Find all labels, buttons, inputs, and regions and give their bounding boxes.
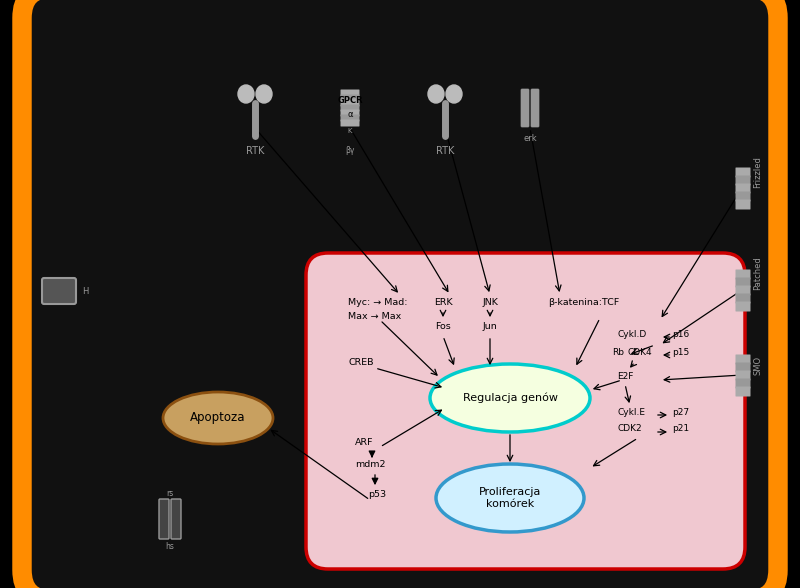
FancyBboxPatch shape [22,0,778,588]
Text: p15: p15 [672,348,690,357]
FancyBboxPatch shape [306,253,745,569]
Text: RTK: RTK [246,146,264,156]
FancyBboxPatch shape [735,199,750,209]
FancyBboxPatch shape [159,499,169,539]
Text: p21: p21 [672,424,689,433]
Text: rs: rs [166,489,174,498]
Text: Apoptoza: Apoptoza [190,412,246,425]
FancyBboxPatch shape [735,183,750,193]
Text: H: H [82,286,88,296]
Text: Regulacja genów: Regulacja genów [462,393,558,403]
FancyBboxPatch shape [42,278,76,304]
FancyBboxPatch shape [735,192,750,202]
FancyBboxPatch shape [341,109,359,116]
Text: Cykl.D: Cykl.D [617,330,646,339]
FancyBboxPatch shape [735,168,750,178]
Text: β-katenina:TCF: β-katenina:TCF [548,298,619,307]
Ellipse shape [430,364,590,432]
Text: CDK4: CDK4 [628,348,653,357]
Text: CREB: CREB [348,358,374,367]
Text: Proliferacja
komórek: Proliferacja komórek [479,487,541,509]
Text: Frizzled: Frizzled [754,156,762,188]
Text: erk: erk [523,134,537,143]
Ellipse shape [163,392,273,444]
Ellipse shape [446,85,462,103]
FancyBboxPatch shape [735,269,750,279]
FancyBboxPatch shape [341,105,359,112]
Text: RTK: RTK [436,146,454,156]
Text: Patched: Patched [754,256,762,290]
Text: Rb: Rb [612,348,624,357]
FancyBboxPatch shape [341,89,359,96]
FancyBboxPatch shape [735,386,750,396]
FancyBboxPatch shape [735,286,750,296]
Text: Fos: Fos [435,322,451,331]
FancyBboxPatch shape [735,302,750,312]
FancyBboxPatch shape [341,115,359,122]
FancyBboxPatch shape [735,355,750,365]
Text: Jun: Jun [482,322,498,331]
Text: p27: p27 [672,408,689,417]
Text: p53: p53 [368,490,386,499]
FancyBboxPatch shape [531,89,539,127]
Text: mdm2: mdm2 [355,460,386,469]
Text: Max → Max: Max → Max [348,312,402,321]
FancyBboxPatch shape [735,370,750,380]
Text: α: α [347,109,353,119]
Text: βγ: βγ [346,146,354,155]
Ellipse shape [428,85,444,103]
FancyBboxPatch shape [735,362,750,373]
Ellipse shape [256,85,272,103]
FancyBboxPatch shape [735,278,750,288]
FancyBboxPatch shape [735,379,750,389]
Text: p16: p16 [672,330,690,339]
Text: hs: hs [166,542,174,551]
Text: Myc: → Mad:: Myc: → Mad: [348,298,407,307]
FancyBboxPatch shape [735,293,750,303]
Text: CDK2: CDK2 [617,424,642,433]
FancyBboxPatch shape [521,89,529,127]
Text: Cykl.E: Cykl.E [617,408,645,417]
Ellipse shape [238,85,254,103]
Text: K: K [348,128,352,134]
Text: ERK: ERK [434,298,452,307]
FancyBboxPatch shape [171,499,181,539]
FancyBboxPatch shape [341,95,359,102]
Ellipse shape [436,464,584,532]
Text: ARF: ARF [355,438,374,447]
Text: GPCR: GPCR [337,95,363,105]
Text: JNK: JNK [482,298,498,307]
FancyBboxPatch shape [341,119,359,126]
FancyBboxPatch shape [735,175,750,185]
FancyBboxPatch shape [341,99,359,106]
Text: E2F: E2F [617,372,634,381]
Text: SMO: SMO [754,356,762,375]
